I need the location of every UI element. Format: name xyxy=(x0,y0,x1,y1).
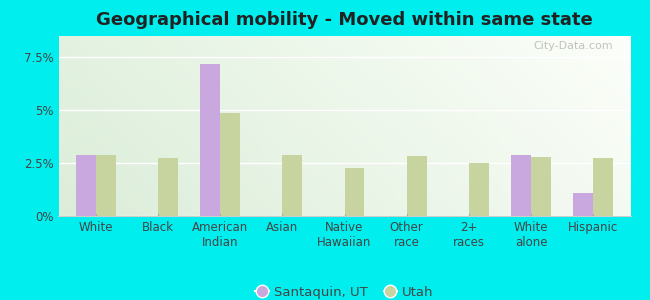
Bar xyxy=(511,154,531,216)
Bar xyxy=(407,156,426,216)
Bar xyxy=(96,154,116,216)
Text: City-Data.com: City-Data.com xyxy=(534,41,614,51)
Bar xyxy=(200,64,220,216)
Bar xyxy=(469,163,489,216)
Legend: Santaquin, UT, Utah: Santaquin, UT, Utah xyxy=(250,280,439,300)
Bar xyxy=(158,158,178,216)
Bar xyxy=(282,154,302,216)
Bar xyxy=(573,193,593,216)
Title: Geographical mobility - Moved within same state: Geographical mobility - Moved within sam… xyxy=(96,11,593,29)
Bar xyxy=(531,157,551,216)
Bar xyxy=(344,168,365,216)
Bar xyxy=(76,154,96,216)
Bar xyxy=(220,113,240,216)
Bar xyxy=(593,158,613,216)
